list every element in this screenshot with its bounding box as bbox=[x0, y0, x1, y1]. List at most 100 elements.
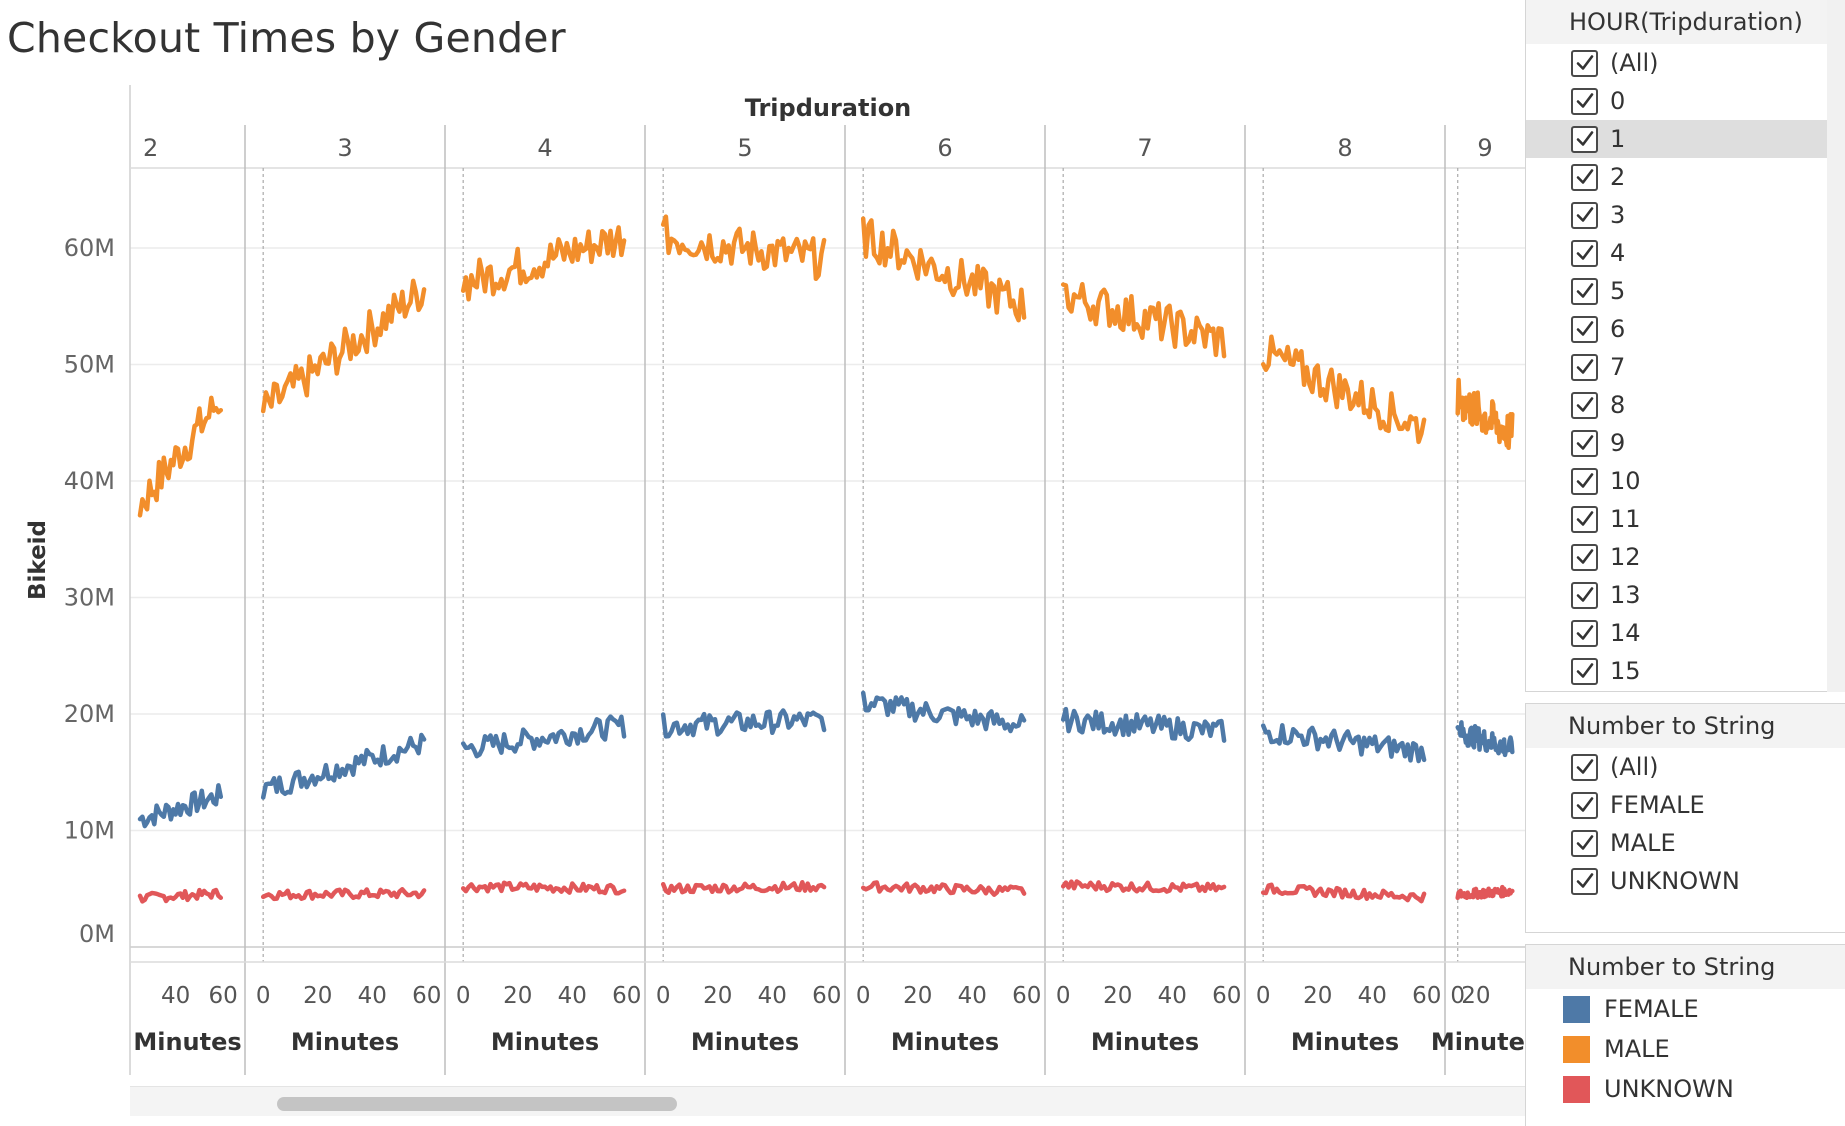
gender-filter-panel: Number to String (All) FEMALE MALE UNKNOWN bbox=[1525, 703, 1845, 933]
checkbox-checked-icon[interactable] bbox=[1571, 581, 1598, 609]
x-tick-label: 60 bbox=[1012, 983, 1041, 1009]
hour-filter-option[interactable]: 9 bbox=[1526, 424, 1845, 462]
x-tick-label: 20 bbox=[1303, 983, 1332, 1009]
legend-label: FEMALE bbox=[1604, 995, 1699, 1023]
checkbox-checked-icon[interactable] bbox=[1571, 429, 1598, 457]
hour-filter-option-label: 12 bbox=[1610, 543, 1641, 571]
x-tick-label: 20 bbox=[703, 983, 732, 1009]
pane-5: 5 0 20 40 60 Minutes bbox=[644, 125, 841, 1075]
legend-label: MALE bbox=[1604, 1035, 1670, 1063]
legend-item[interactable]: FEMALE bbox=[1526, 989, 1845, 1029]
pane-8: 8 0 20 40 60 Minutes bbox=[1244, 125, 1441, 1075]
series-line-female bbox=[260, 732, 427, 800]
hour-filter-option[interactable]: 7 bbox=[1526, 348, 1845, 386]
series-line-female bbox=[860, 690, 1027, 734]
checkbox-checked-icon[interactable] bbox=[1571, 87, 1598, 115]
checkbox-checked-icon[interactable] bbox=[1571, 239, 1598, 267]
hour-filter-option[interactable]: 3 bbox=[1526, 196, 1845, 234]
series-line-unknown bbox=[460, 880, 627, 896]
hour-filter-option[interactable]: 12 bbox=[1526, 538, 1845, 576]
checkbox-checked-icon[interactable] bbox=[1571, 315, 1598, 343]
hour-filter-option-label: 8 bbox=[1610, 391, 1626, 419]
hour-filter-option[interactable]: 15 bbox=[1526, 652, 1845, 690]
checkbox-checked-icon[interactable] bbox=[1571, 619, 1598, 647]
hour-filter-option[interactable]: 2 bbox=[1526, 158, 1845, 196]
legend-item[interactable]: MALE bbox=[1526, 1029, 1845, 1069]
x-tick-label: 20 bbox=[503, 983, 532, 1009]
hour-filter-option[interactable]: 4 bbox=[1526, 234, 1845, 272]
y-tick-label: 50M bbox=[64, 351, 115, 379]
horizontal-scrollbar-thumb[interactable] bbox=[277, 1097, 677, 1111]
series-line-unknown bbox=[660, 880, 827, 896]
gender-filter-option-label: FEMALE bbox=[1610, 791, 1705, 819]
series-line-male bbox=[1260, 334, 1427, 445]
y-tick-label: 30M bbox=[64, 584, 115, 612]
checkbox-checked-icon[interactable] bbox=[1571, 201, 1598, 229]
checkbox-checked-icon[interactable] bbox=[1571, 753, 1598, 781]
hour-filter-option-label: 10 bbox=[1610, 467, 1641, 495]
pane-9: 9 020 Minutes bbox=[1431, 125, 1525, 1075]
gender-filter-option[interactable]: MALE bbox=[1526, 824, 1845, 862]
y-tick-label: 40M bbox=[64, 467, 115, 495]
x-tick-label: 60 bbox=[208, 983, 237, 1009]
hour-filter-option[interactable]: 1 bbox=[1526, 120, 1845, 158]
hour-filter-option[interactable]: 11 bbox=[1526, 500, 1845, 538]
y-tick-label: 60M bbox=[64, 234, 115, 262]
x-axis-label: Minutes bbox=[133, 1028, 241, 1056]
hour-filter-option-label: 5 bbox=[1610, 277, 1626, 305]
checkbox-checked-icon[interactable] bbox=[1571, 543, 1598, 571]
x-axis-label: Minutes bbox=[1091, 1028, 1199, 1056]
gender-filter-option[interactable]: UNKNOWN bbox=[1526, 862, 1845, 900]
hour-filter-option[interactable]: 0 bbox=[1526, 82, 1845, 120]
x-tick-label: 0 bbox=[1450, 983, 1465, 1009]
series-line-female bbox=[1060, 706, 1227, 743]
x-tick-label: 60 bbox=[412, 983, 441, 1009]
checkbox-checked-icon[interactable] bbox=[1571, 353, 1598, 381]
hour-filter-option[interactable]: 8 bbox=[1526, 386, 1845, 424]
checkbox-checked-icon[interactable] bbox=[1571, 829, 1598, 857]
x-tick-label: 0 bbox=[456, 983, 471, 1009]
hour-filter-option-label: 6 bbox=[1610, 315, 1626, 343]
checkbox-checked-icon[interactable] bbox=[1571, 163, 1598, 191]
checkbox-checked-icon[interactable] bbox=[1571, 505, 1598, 533]
checkbox-checked-icon[interactable] bbox=[1571, 125, 1598, 153]
gender-filter-option[interactable]: FEMALE bbox=[1526, 786, 1845, 824]
y-tick-label: 10M bbox=[64, 817, 115, 845]
checkbox-checked-icon[interactable] bbox=[1571, 277, 1598, 305]
series-line-female bbox=[1455, 720, 1515, 758]
pane-header-label: 6 bbox=[937, 134, 952, 162]
hour-filter-option[interactable]: 14 bbox=[1526, 614, 1845, 652]
x-tick-label: 40 bbox=[358, 983, 387, 1009]
series-line-unknown bbox=[1060, 879, 1227, 894]
vertical-scrollbar[interactable] bbox=[1827, 0, 1845, 692]
checkbox-checked-icon[interactable] bbox=[1571, 49, 1598, 77]
hour-filter-option-label: 14 bbox=[1610, 619, 1641, 647]
hour-filter-option[interactable]: 10 bbox=[1526, 462, 1845, 500]
x-tick-label: 60 bbox=[612, 983, 641, 1009]
hour-filter-option[interactable]: 5 bbox=[1526, 272, 1845, 310]
hour-filter-option[interactable]: (All) bbox=[1526, 44, 1845, 82]
checkbox-checked-icon[interactable] bbox=[1571, 391, 1598, 419]
series-line-unknown bbox=[860, 880, 1027, 897]
series-line-unknown bbox=[260, 887, 427, 902]
horizontal-scrollbar[interactable] bbox=[130, 1086, 1530, 1116]
gender-filter-option-label: UNKNOWN bbox=[1610, 867, 1740, 895]
x-tick-label: 0 bbox=[1056, 983, 1071, 1009]
pane-header-label: 4 bbox=[537, 134, 552, 162]
checkbox-checked-icon[interactable] bbox=[1571, 657, 1598, 685]
pane-header-label: 7 bbox=[1137, 134, 1152, 162]
gender-filter-option[interactable]: (All) bbox=[1526, 748, 1845, 786]
legend-item[interactable]: UNKNOWN bbox=[1526, 1069, 1845, 1109]
hour-filter-option-label: 2 bbox=[1610, 163, 1626, 191]
x-tick-label: 40 bbox=[558, 983, 587, 1009]
hour-filter-option[interactable]: 6 bbox=[1526, 310, 1845, 348]
gender-filter-option-label: MALE bbox=[1610, 829, 1676, 857]
hour-filter-option[interactable]: 13 bbox=[1526, 576, 1845, 614]
checkbox-checked-icon[interactable] bbox=[1571, 791, 1598, 819]
x-tick-label: 0 bbox=[856, 983, 871, 1009]
checkbox-checked-icon[interactable] bbox=[1571, 467, 1598, 495]
x-tick-label: 20 bbox=[1103, 983, 1132, 1009]
series-line-male bbox=[260, 278, 427, 414]
checkbox-checked-icon[interactable] bbox=[1571, 867, 1598, 895]
x-tick-label: 0 bbox=[256, 983, 271, 1009]
